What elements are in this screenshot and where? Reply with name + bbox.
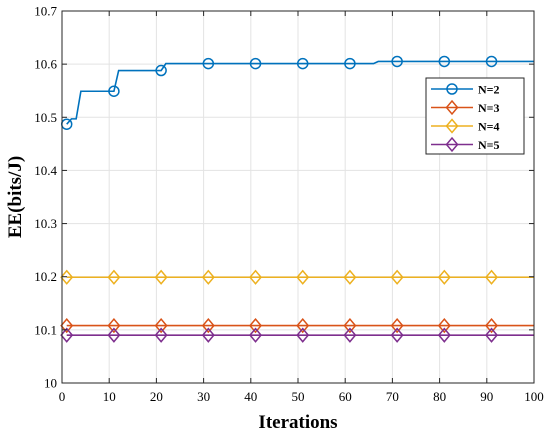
x-tick-label: 90 (480, 389, 493, 404)
data-point-n4 (343, 269, 357, 285)
data-point-n2 (296, 57, 309, 70)
data-point-n2 (391, 55, 403, 68)
data-point-n3 (390, 317, 404, 334)
series-n5 (60, 327, 534, 343)
x-tick-label: 50 (292, 389, 305, 404)
legend-label-n4: N=4 (478, 120, 500, 134)
legend-marker-n3 (445, 99, 459, 116)
legend-marker-n2 (446, 83, 458, 95)
series-line-n2 (66, 60, 534, 125)
data-point-n5 (390, 327, 404, 343)
y-tick-label: 10.7 (34, 4, 57, 19)
y-tick-label: 10.1 (34, 322, 57, 337)
y-tick-label: 10.3 (34, 216, 57, 231)
legend: N=2 N=3 N=4 N=5 (425, 77, 525, 155)
data-point-n4 (485, 269, 499, 285)
legend-label-n5: N=5 (478, 138, 500, 152)
series-n2 (60, 55, 534, 130)
data-point-n5 (154, 327, 168, 343)
x-tick-label: 80 (433, 389, 446, 404)
data-point-n5 (107, 327, 121, 343)
legend-marker-n4 (445, 118, 459, 134)
data-point-n4 (390, 269, 404, 285)
x-tick-label: 0 (59, 389, 66, 404)
x-tick-label: 60 (339, 389, 352, 404)
x-tick-label: 20 (150, 389, 163, 404)
x-tick-label: 40 (244, 389, 257, 404)
data-point-n2 (108, 85, 120, 97)
data-point-n4 (107, 269, 121, 285)
x-tick-label: 10 (103, 389, 116, 404)
data-point-n4 (201, 269, 215, 285)
data-point-n5 (437, 327, 451, 343)
x-tick-label: 70 (386, 389, 399, 404)
data-point-n5 (249, 327, 263, 343)
data-point-n3 (154, 317, 168, 334)
series-n3 (60, 317, 534, 334)
x-tick-label: 30 (197, 389, 210, 404)
data-point-n3 (60, 317, 74, 334)
data-point-n4 (249, 269, 263, 285)
data-point-n3 (296, 317, 310, 334)
legend-label-n3: N=3 (478, 101, 500, 115)
y-tick-label: 10.2 (34, 269, 57, 284)
data-point-n2 (202, 57, 215, 70)
data-point-n4 (60, 269, 74, 285)
data-point-n3 (437, 317, 451, 334)
data-point-n5 (60, 327, 74, 343)
legend-marker-n5 (445, 136, 459, 153)
data-point-n3 (107, 317, 121, 334)
data-point-n2 (485, 55, 498, 68)
data-point-n3 (249, 317, 263, 334)
data-point-n5 (343, 327, 357, 343)
data-point-n5 (201, 327, 215, 343)
y-tick-label: 10.6 (34, 57, 57, 72)
data-point-n2 (249, 57, 262, 70)
y-tick-label: 10 (44, 376, 57, 391)
legend-label-n2: N=2 (478, 83, 500, 97)
data-point-n3 (343, 317, 357, 334)
y-tick-label: 10.5 (34, 110, 57, 125)
series-n4 (60, 269, 534, 285)
data-point-n2 (438, 55, 451, 68)
x-axis-title: Iterations (258, 412, 337, 433)
y-tick-label: 10.4 (34, 163, 57, 178)
data-point-n4 (437, 269, 451, 285)
data-point-n3 (201, 317, 215, 334)
data-point-n4 (154, 269, 168, 285)
data-point-n3 (485, 317, 499, 334)
tick-labels: 0 10 20 30 40 50 60 70 80 90 1001010.110.210.310.4… (34, 4, 544, 405)
data-point-n5 (485, 327, 499, 343)
data-point-n4 (296, 269, 310, 285)
data-point-n2 (155, 64, 167, 77)
legend-box (425, 77, 525, 155)
series-layer (60, 55, 534, 343)
axis-ticks (61, 10, 535, 384)
data-point-n2 (344, 57, 356, 70)
x-tick-label: 100 (524, 389, 544, 404)
y-axis-title: EE(bits/J) (5, 156, 26, 238)
data-point-n5 (296, 327, 310, 343)
